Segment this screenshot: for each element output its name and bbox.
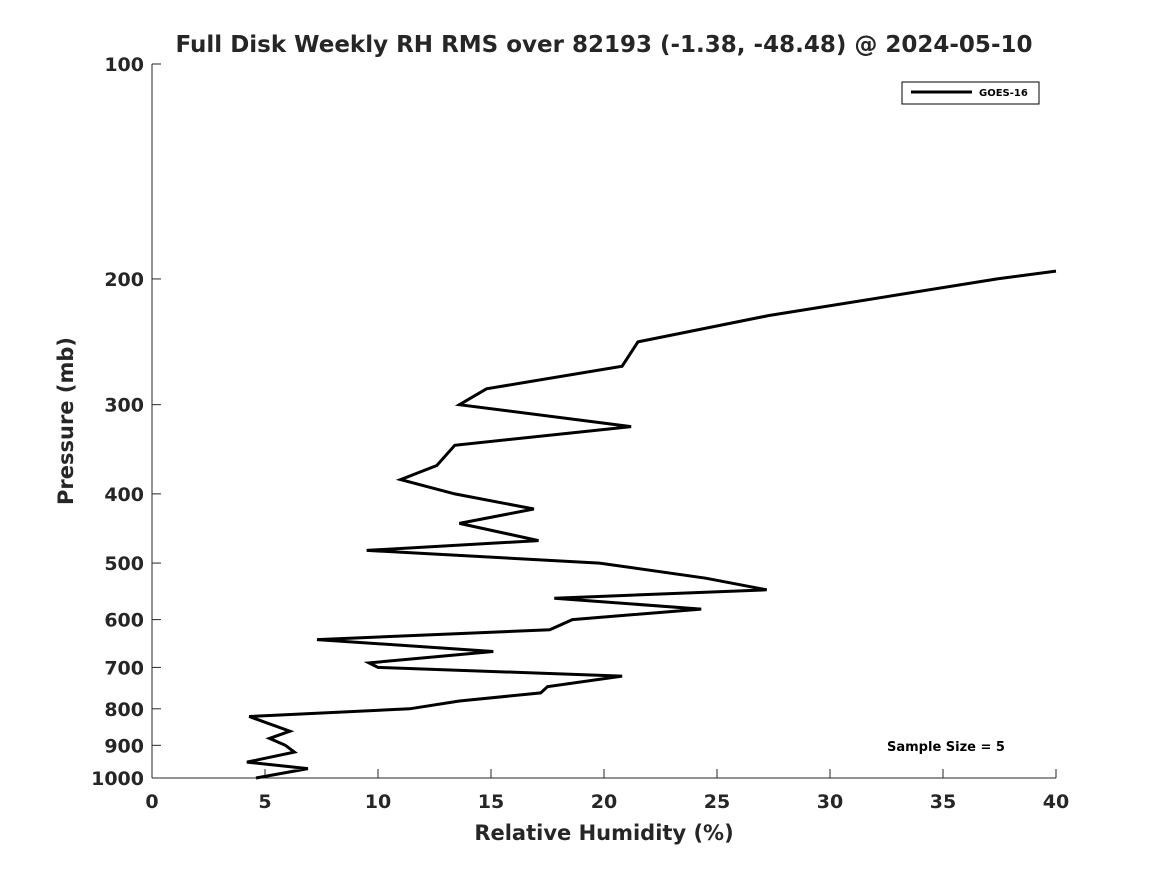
legend-entry-goes-16: GOES-16	[979, 88, 1028, 99]
x-tick-label: 35	[930, 791, 956, 813]
x-tick-label: 40	[1043, 791, 1069, 813]
y-ticks: 100 200 300 400 500 600 700 800 900 1000	[91, 54, 161, 790]
x-ticks: 0 5 10 15 20 25 30 35 40	[145, 769, 1069, 813]
y-axis-label: Pressure (mb)	[54, 337, 78, 505]
y-tick-label: 200	[104, 269, 144, 291]
plot-area: 0 5 10 15 20 25 30 35 40 100 200 300 400 500 600 700 80…	[91, 54, 1069, 813]
x-tick-label: 5	[258, 791, 271, 813]
sample-size-annotation: Sample Size = 5	[887, 740, 1005, 755]
y-tick-label: 700	[104, 657, 144, 679]
y-tick-label: 800	[104, 699, 144, 721]
x-tick-label: 20	[591, 791, 617, 813]
x-tick-label: 25	[704, 791, 730, 813]
x-tick-label: 30	[817, 791, 843, 813]
legend: GOES-16	[901, 81, 1040, 105]
y-tick-label: 300	[104, 395, 144, 417]
x-tick-label: 10	[365, 791, 391, 813]
y-tick-label: 500	[104, 553, 144, 575]
y-tick-label: 400	[104, 484, 144, 506]
y-tick-label: 900	[104, 735, 144, 757]
x-tick-label: 15	[478, 791, 504, 813]
goes-16-series-line	[246, 269, 1057, 780]
y-tick-label: 100	[104, 54, 144, 76]
x-axis-label: Relative Humidity (%)	[474, 821, 733, 845]
chart-title: Full Disk Weekly RH RMS over 82193 (-1.3…	[175, 32, 1032, 58]
y-tick-label: 600	[104, 610, 144, 632]
x-tick-label: 0	[145, 791, 158, 813]
y-tick-label: 1000	[91, 768, 144, 790]
